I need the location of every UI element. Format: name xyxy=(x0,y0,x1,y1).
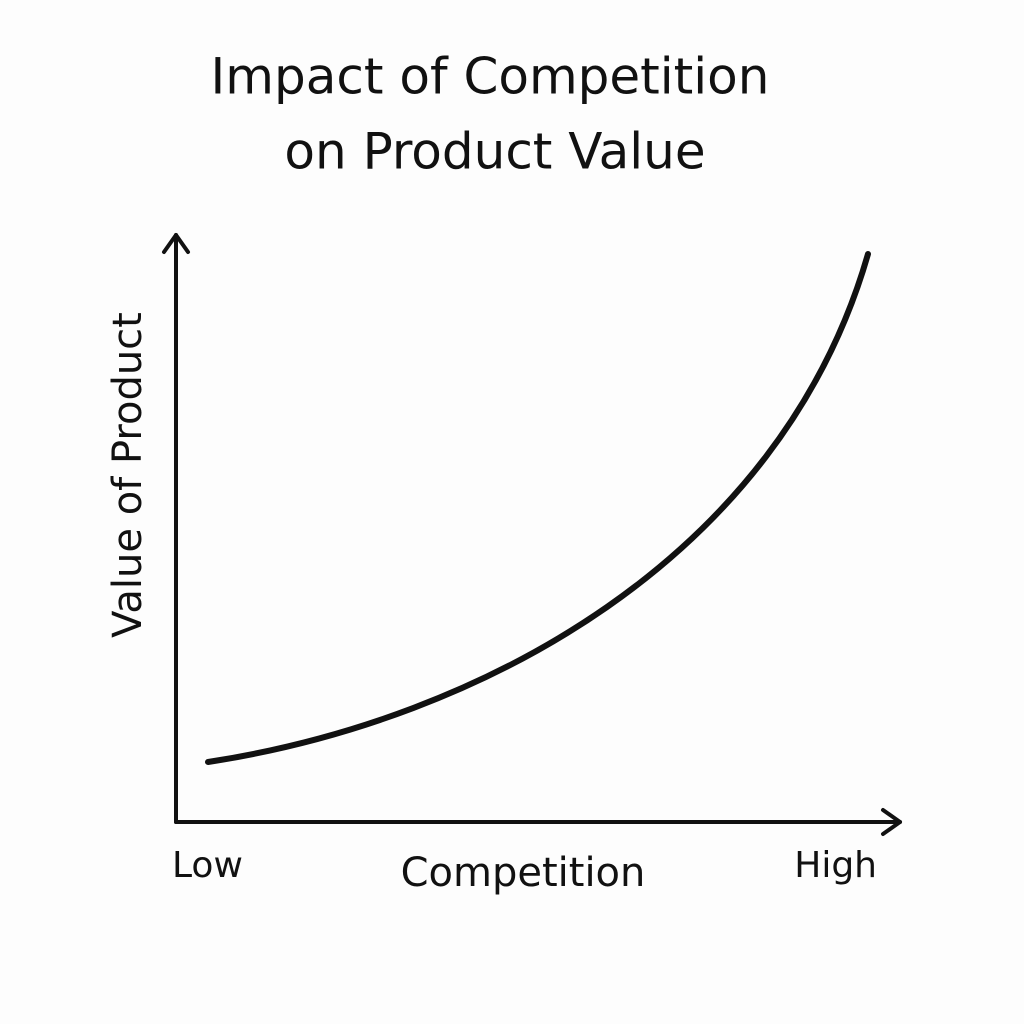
x-low-label: Low xyxy=(172,845,243,886)
y-axis-label: Value of Product xyxy=(105,312,151,638)
axes xyxy=(162,233,902,836)
x-high-label: High xyxy=(794,845,877,886)
title-line: Impact of Competition xyxy=(211,48,770,106)
x-axis-arrow xyxy=(881,808,902,836)
title-line: on Product Value xyxy=(284,123,705,181)
curve xyxy=(205,251,871,765)
x-axis-label: Competition xyxy=(401,850,646,896)
y-axis-arrow xyxy=(162,233,190,254)
